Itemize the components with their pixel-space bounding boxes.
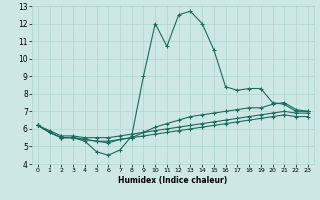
X-axis label: Humidex (Indice chaleur): Humidex (Indice chaleur) <box>118 176 228 185</box>
